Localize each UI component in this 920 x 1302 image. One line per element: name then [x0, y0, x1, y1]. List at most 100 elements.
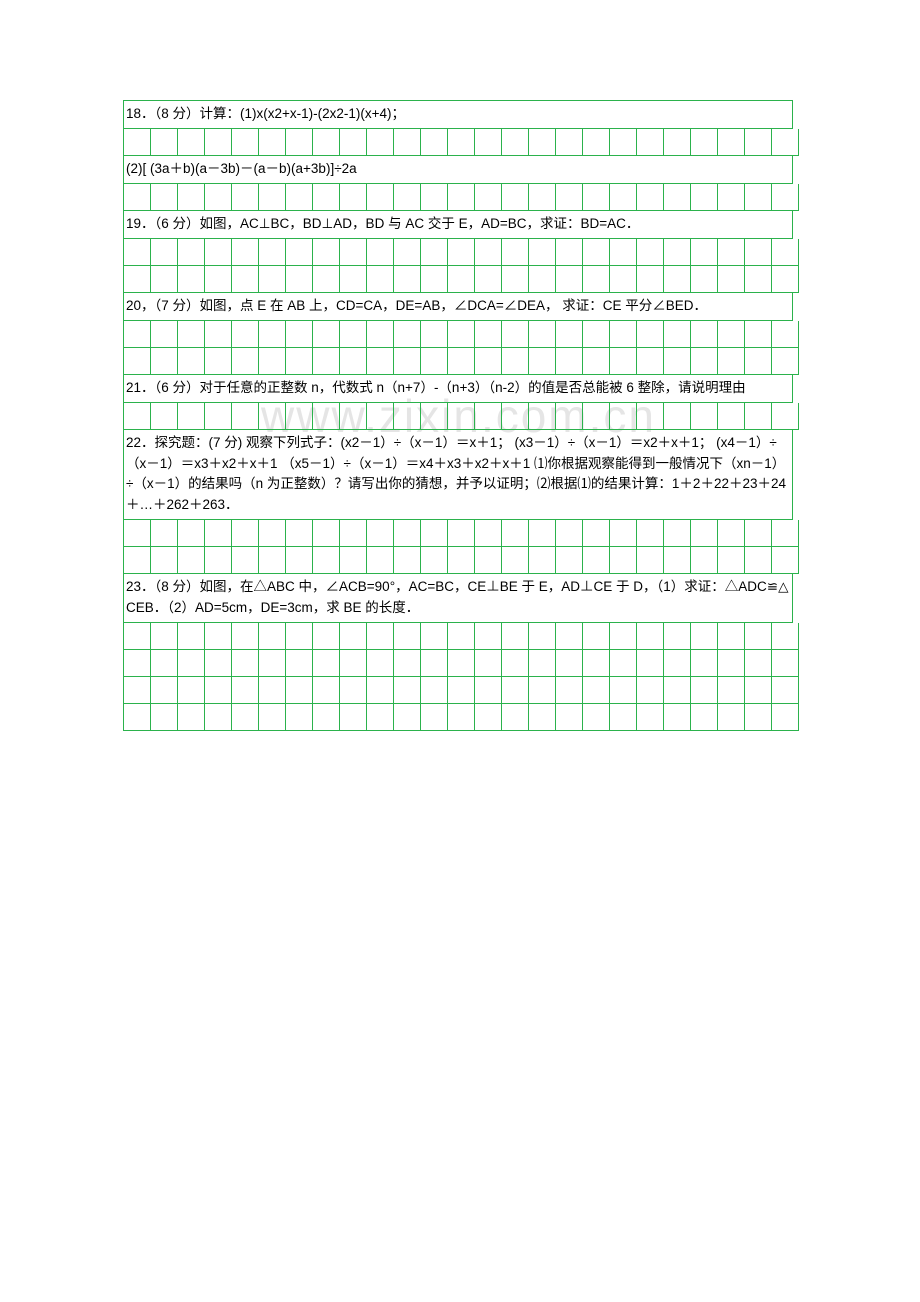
grid-cell: [124, 184, 151, 211]
grid-cell: [232, 129, 259, 156]
grid-cell: [637, 704, 664, 731]
grid-cell: [745, 650, 772, 677]
grid-cell: [124, 266, 151, 293]
grid-cell: [394, 623, 421, 650]
grid-cell: [529, 321, 556, 348]
grid-cell: [448, 403, 475, 430]
grid-cell: [205, 321, 232, 348]
grid-cell: [232, 623, 259, 650]
grid-cell: [313, 266, 340, 293]
grid-cell: [232, 321, 259, 348]
grid-cell: [529, 547, 556, 574]
grid-cell: [421, 403, 448, 430]
grid-cell: [259, 403, 286, 430]
grid-cell: [583, 547, 610, 574]
grid-cell: [394, 129, 421, 156]
grid-cell: [286, 704, 313, 731]
grid-cell: [394, 403, 421, 430]
grid-cell: [124, 403, 151, 430]
grid-cell: [583, 348, 610, 375]
grid-cell: [124, 348, 151, 375]
grid-cell: [178, 704, 205, 731]
grid-cell: [448, 266, 475, 293]
grid-cell: [124, 239, 151, 266]
grid-cell: [583, 623, 610, 650]
grid-row: [123, 348, 793, 375]
grid-cell: [421, 348, 448, 375]
grid-cell: [556, 704, 583, 731]
grid-cell: [448, 623, 475, 650]
grid-cell: [151, 623, 178, 650]
grid-cell: [178, 547, 205, 574]
grid-cell: [772, 266, 799, 293]
grid-cell: [232, 650, 259, 677]
grid-cell: [718, 704, 745, 731]
problem-text: 19．（6 分）如图，AC⊥BC，BD⊥AD，BD 与 AC 交于 E，AD=B…: [123, 211, 793, 239]
grid-cell: [205, 520, 232, 547]
grid-cell: [340, 129, 367, 156]
grid-cell: [772, 520, 799, 547]
grid-cell: [718, 623, 745, 650]
grid-cell: [286, 266, 313, 293]
grid-cell: [691, 677, 718, 704]
grid-cell: [151, 239, 178, 266]
grid-cell: [475, 321, 502, 348]
grid-cell: [691, 129, 718, 156]
grid-cell: [340, 677, 367, 704]
grid-cell: [664, 129, 691, 156]
grid-cell: [502, 547, 529, 574]
grid-cell: [151, 520, 178, 547]
grid-cell: [232, 677, 259, 704]
grid-cell: [367, 650, 394, 677]
grid-cell: [178, 184, 205, 211]
grid-cell: [367, 547, 394, 574]
grid-cell: [286, 403, 313, 430]
grid-cell: [367, 129, 394, 156]
grid-cell: [745, 677, 772, 704]
grid-cell: [664, 348, 691, 375]
grid-cell: [124, 704, 151, 731]
grid-cell: [151, 184, 178, 211]
grid-cell: [394, 266, 421, 293]
grid-cell: [259, 704, 286, 731]
grid-cell: [151, 403, 178, 430]
grid-cell: [529, 184, 556, 211]
grid-cell: [448, 650, 475, 677]
grid-cell: [610, 266, 637, 293]
grid-cell: [583, 704, 610, 731]
grid-cell: [691, 348, 718, 375]
grid-cell: [340, 266, 367, 293]
grid-cell: [610, 321, 637, 348]
grid-row: [123, 650, 793, 677]
grid-cell: [610, 184, 637, 211]
grid-cell: [718, 403, 745, 430]
grid-cell: [583, 520, 610, 547]
grid-cell: [124, 547, 151, 574]
grid-cell: [205, 677, 232, 704]
grid-cell: [691, 239, 718, 266]
grid-cell: [313, 184, 340, 211]
grid-cell: [421, 623, 448, 650]
grid-cell: [259, 129, 286, 156]
grid-cell: [313, 650, 340, 677]
grid-cell: [232, 547, 259, 574]
grid-cell: [529, 650, 556, 677]
grid-cell: [124, 321, 151, 348]
grid-cell: [232, 348, 259, 375]
grid-cell: [340, 650, 367, 677]
grid-row: [123, 129, 793, 156]
grid-cell: [475, 547, 502, 574]
grid-cell: [772, 348, 799, 375]
problem-text: (2)[ (3a＋b)(a－3b)－(a－b)(a+3b)]÷2a: [123, 156, 793, 184]
grid-cell: [421, 650, 448, 677]
grid-row: [123, 677, 793, 704]
grid-cell: [178, 321, 205, 348]
grid-cell: [448, 547, 475, 574]
grid-row: [123, 520, 793, 547]
grid-cell: [286, 650, 313, 677]
grid-cell: [610, 547, 637, 574]
grid-cell: [421, 677, 448, 704]
grid-cell: [124, 129, 151, 156]
grid-cell: [475, 184, 502, 211]
grid-cell: [421, 704, 448, 731]
